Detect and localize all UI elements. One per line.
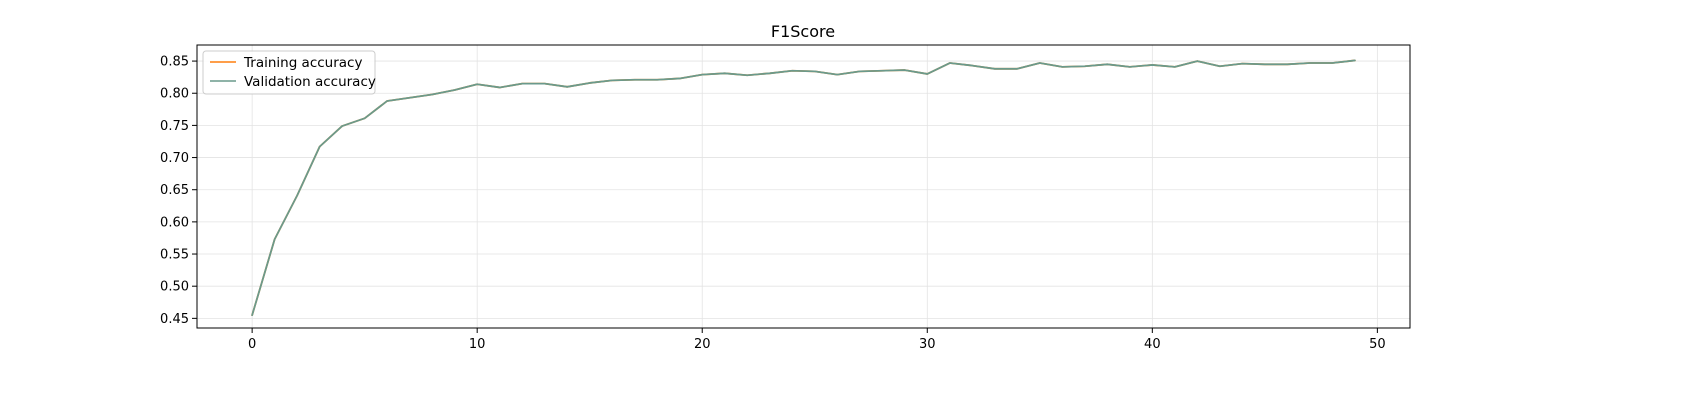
chart-title: F1Score bbox=[771, 22, 835, 41]
x-tick-label: 50 bbox=[1369, 337, 1386, 352]
y-tick-label: 0.75 bbox=[160, 119, 189, 134]
y-tick-label: 0.60 bbox=[160, 215, 189, 230]
y-tick-label: 0.85 bbox=[160, 55, 189, 70]
y-tick-label: 0.50 bbox=[160, 280, 189, 295]
x-axis: 0 10 20 30 40 50 bbox=[248, 328, 1386, 352]
series-lines bbox=[251, 59, 1356, 317]
legend-label-validation: Validation accuracy bbox=[244, 74, 376, 90]
y-tick-label: 0.55 bbox=[160, 248, 189, 263]
x-tick-label: 40 bbox=[1144, 337, 1161, 352]
validation-accuracy-line bbox=[251, 59, 1356, 317]
y-tick-label: 0.70 bbox=[160, 151, 189, 166]
x-tick-label: 20 bbox=[694, 337, 711, 352]
grid bbox=[197, 45, 1410, 328]
x-tick-label: 10 bbox=[469, 337, 486, 352]
legend-box bbox=[202, 50, 376, 95]
legend: Training accuracy Validation accuracy bbox=[202, 50, 376, 95]
y-axis: 0.45 0.50 0.55 0.60 0.65 0.70 0.75 0.80 0.85 bbox=[160, 55, 197, 327]
x-tick-label: 0 bbox=[248, 337, 256, 352]
y-tick-label: 0.80 bbox=[160, 87, 189, 102]
y-tick-label: 0.65 bbox=[160, 183, 189, 198]
legend-label-training: Training accuracy bbox=[243, 55, 362, 71]
plot-frame bbox=[196, 44, 1411, 329]
training-accuracy-line bbox=[251, 59, 1356, 317]
x-tick-label: 30 bbox=[919, 337, 936, 352]
y-tick-label: 0.45 bbox=[160, 312, 189, 327]
